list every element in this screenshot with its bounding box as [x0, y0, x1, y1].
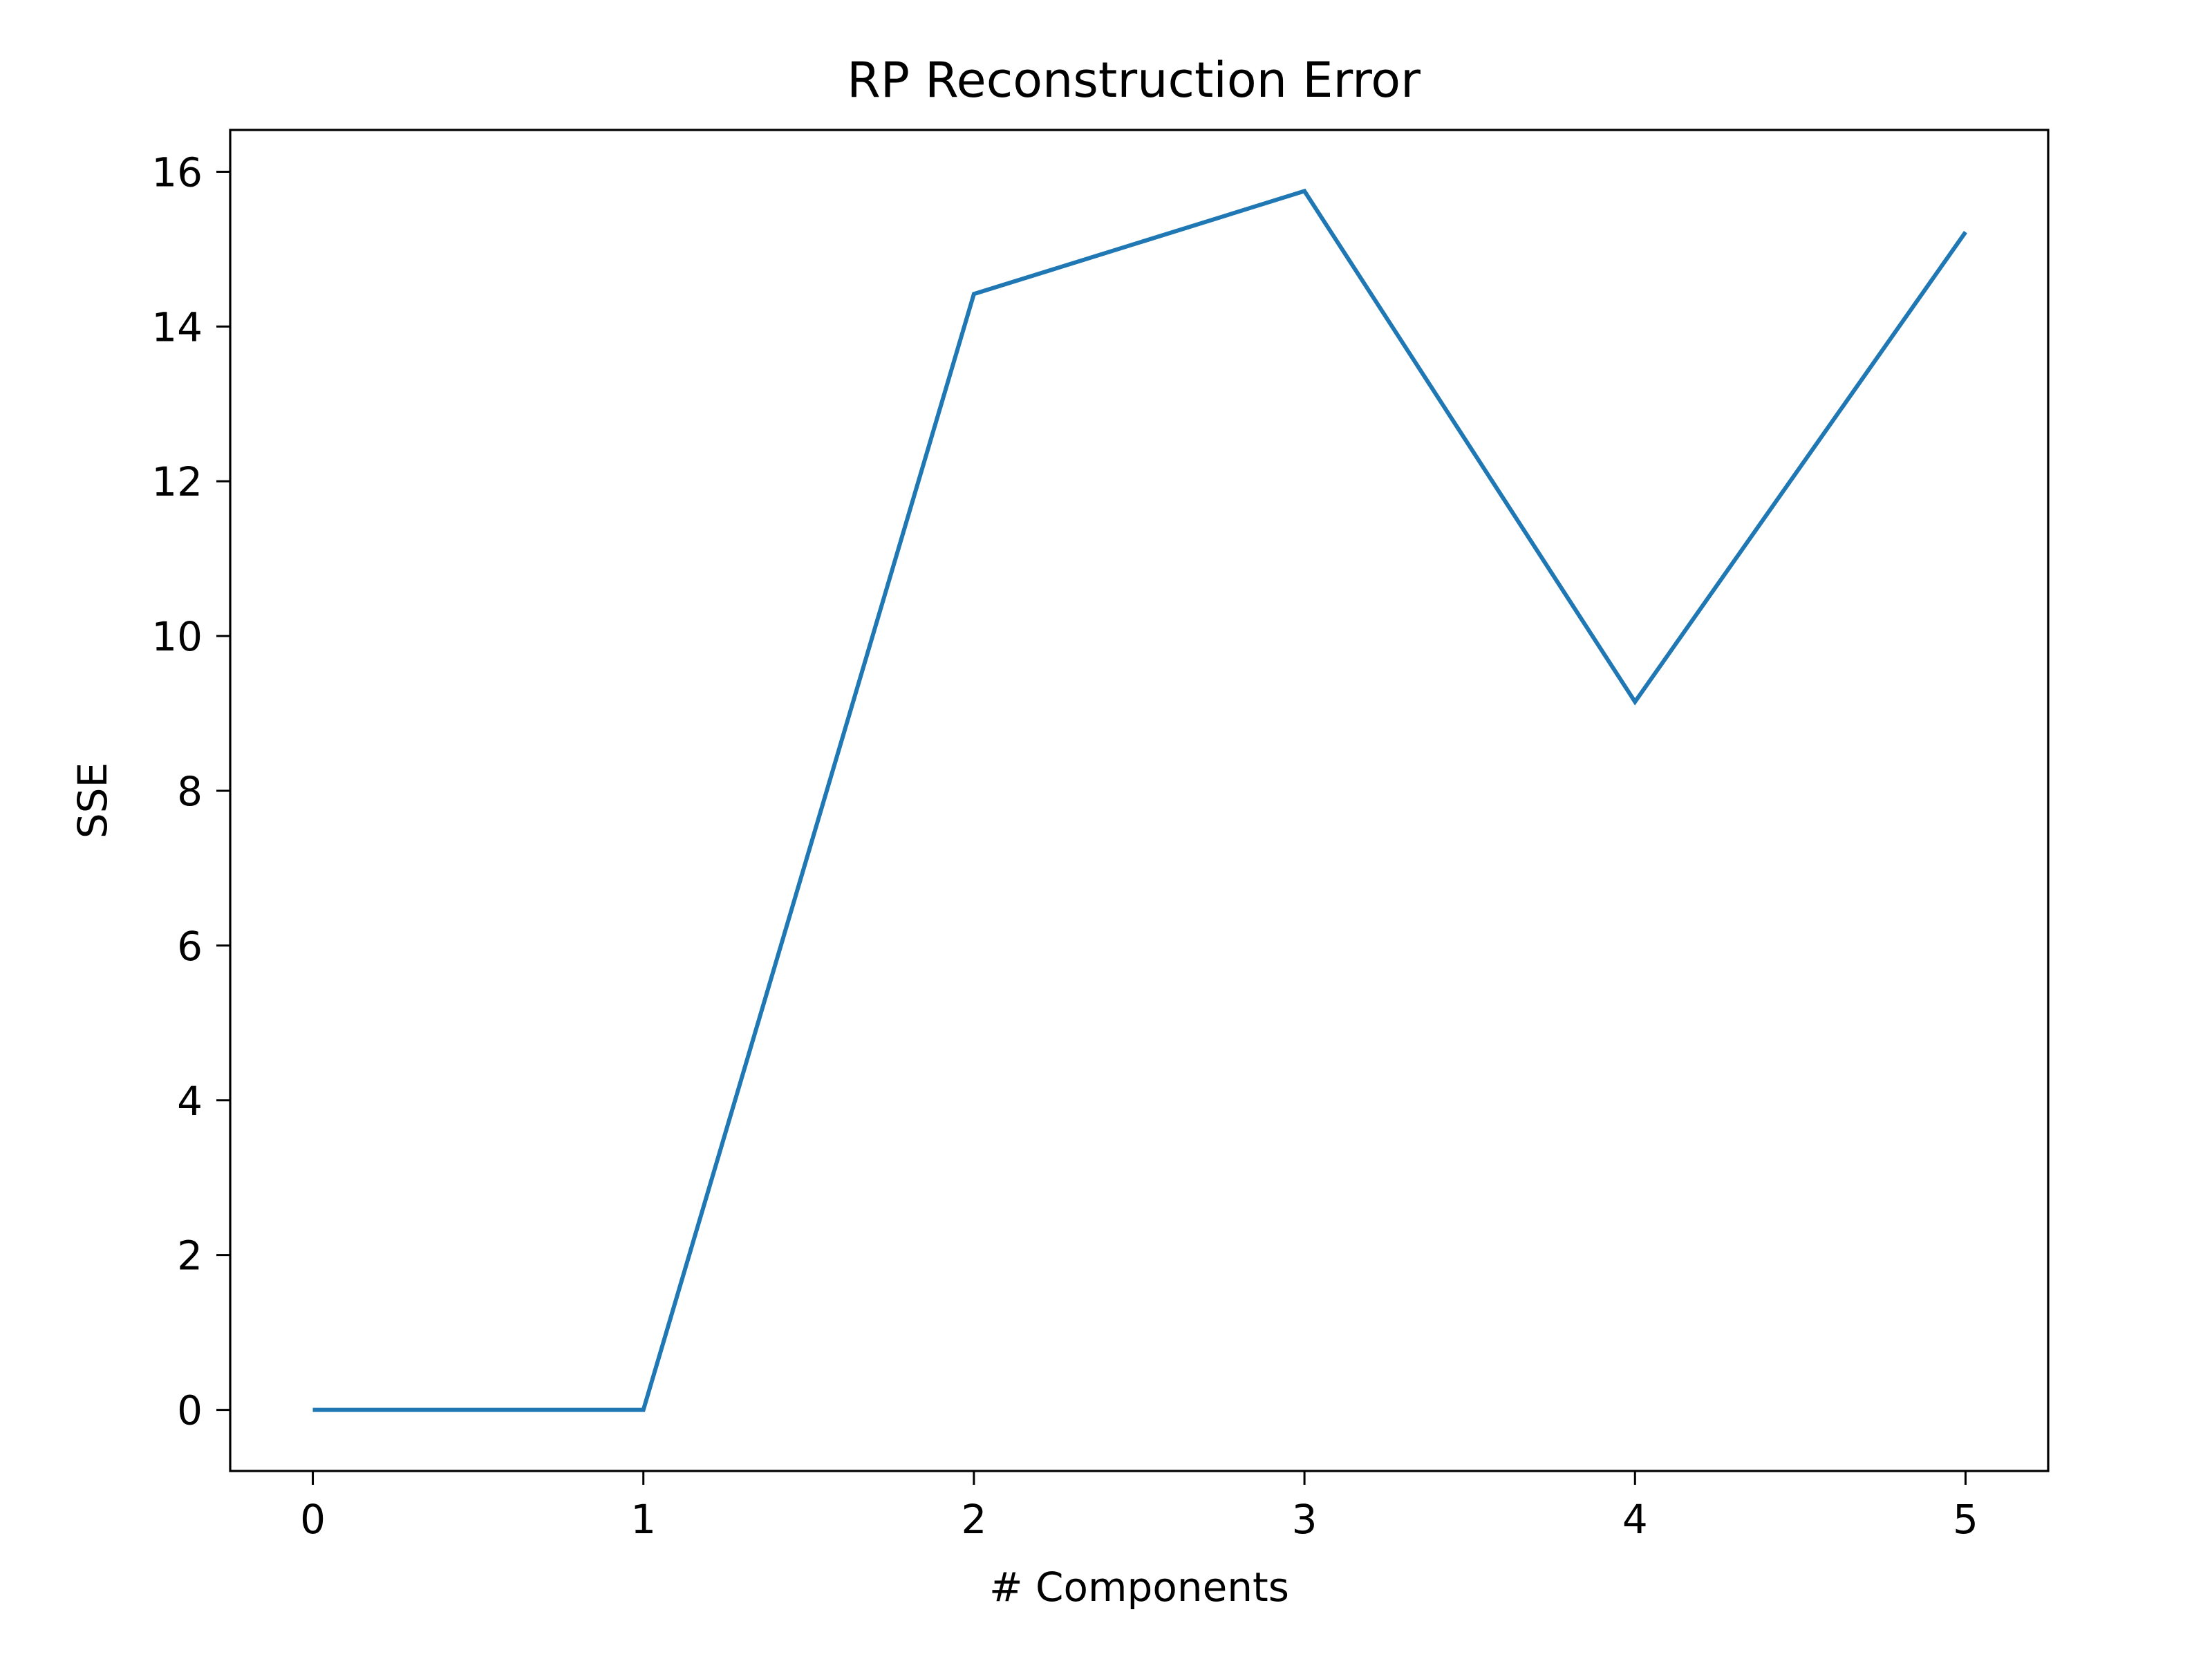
y-tick-label: 8	[177, 768, 203, 815]
y-tick-label: 0	[177, 1387, 203, 1434]
x-tick-label: 2	[961, 1496, 986, 1543]
y-tick-label: 16	[151, 149, 203, 196]
x-tick-label: 5	[1953, 1496, 1978, 1543]
plot-frame	[229, 129, 2050, 1472]
y-tick-label: 12	[151, 458, 203, 505]
y-axis-label: SSE	[69, 762, 116, 838]
x-axis-label: # Components	[989, 1564, 1289, 1611]
x-tick-label: 4	[1622, 1496, 1648, 1543]
y-tick-label: 14	[151, 303, 203, 350]
series-line	[312, 188, 1967, 1412]
chart-title: RP Reconstruction Error	[847, 52, 1421, 109]
x-tick-label: 1	[630, 1496, 656, 1543]
y-tick-label: 6	[177, 923, 203, 970]
x-tick-label: 3	[1292, 1496, 1318, 1543]
y-tick-label: 10	[151, 613, 203, 660]
x-tick-label: 0	[300, 1496, 326, 1543]
y-tick-label: 4	[177, 1078, 203, 1125]
y-tick-label: 2	[177, 1232, 203, 1280]
